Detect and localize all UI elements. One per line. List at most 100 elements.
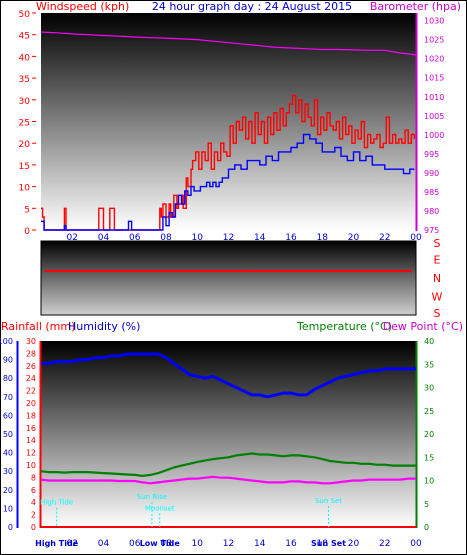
barometer-tick-label: 1005 [424, 112, 444, 121]
time-tick-label: 18 [317, 539, 329, 549]
time-tick-label: 06 [129, 539, 141, 549]
barometer-tick-label: 1000 [424, 131, 444, 140]
humidity-tick-label: 50 [3, 430, 13, 439]
bottom-label-sun-set: Sun Set [311, 539, 346, 548]
time-tick-label: 04 [98, 539, 110, 549]
series-line-dew-point [40, 475, 416, 485]
bottom-label-high-tide: High Tide [35, 539, 79, 548]
time-tick-label: 08 [160, 233, 172, 243]
rainfall-axis-title: Rainfall (mm) [1, 320, 75, 333]
annotation-high-tide: High Tide [40, 499, 73, 507]
rainfall-tick-label: 16 [26, 424, 36, 433]
humidity-axis-title: Humidity (%) [68, 320, 140, 333]
direction-label-w: W [432, 291, 443, 304]
barometer-tick-label: 985 [424, 188, 439, 197]
barometer-tick-label: 990 [424, 169, 439, 178]
temperature-tick-label: 35 [424, 360, 434, 369]
windspeed-tick-label: 45 [19, 32, 30, 42]
barometer-tick-label: 1010 [424, 93, 444, 102]
barometer-tick-label: 1030 [424, 17, 444, 26]
windspeed-tick-label: 30 [19, 97, 31, 107]
time-tick-label: 20 [348, 539, 360, 549]
series-line-humidity [41, 352, 416, 399]
rainfall-tick-label: 28 [26, 349, 36, 358]
rainfall-tick-label: 6 [31, 486, 36, 495]
time-tick-label: 02 [67, 233, 78, 243]
windspeed-tick-label: 40 [19, 53, 31, 63]
windspeed-tick-label: 20 [19, 140, 31, 150]
windspeed-tick-label: 10 [19, 184, 31, 194]
bottom-time-tick-labels: 02 04 06 08 10 12 14 16 18 20 22 00 [67, 539, 422, 549]
bottom-series-lines [40, 352, 416, 528]
temperature-tick-label: 40 [424, 337, 434, 346]
temperature-axis-title: Temperature (°C) [296, 320, 392, 333]
humidity-tick-label: 10 [3, 504, 13, 513]
humidity-tick-label: 40 [3, 449, 13, 458]
time-tick-label: 22 [379, 539, 390, 549]
humidity-tick-label: 80 [3, 374, 13, 383]
barometer-tick-label: 1015 [424, 74, 444, 83]
dewpoint-axis-title: Dew Point (°C) [383, 320, 463, 333]
barometer-tick-label: 1020 [424, 55, 444, 64]
temperature-tick-label: 25 [424, 407, 434, 416]
direction-label-s: S [434, 237, 441, 250]
barometer-tick-label: 975 [424, 226, 439, 235]
temp-humidity-chart: Rainfall (mm) Humidity (%) Temperature (… [0, 320, 463, 549]
series-line-temperature [40, 452, 416, 477]
time-tick-label: 10 [192, 539, 204, 549]
rainfall-tick-label: 22 [26, 387, 36, 396]
rainfall-tick-label: 26 [26, 362, 36, 371]
humidity-tick-label: 30 [3, 467, 13, 476]
humidity-tick-label: 90 [3, 356, 13, 365]
temperature-tick-label: 20 [424, 430, 434, 439]
time-tick-label: 00 [410, 539, 422, 549]
top-time-tick-labels: 02 04 06 08 10 12 14 16 18 20 22 00 [67, 233, 422, 243]
series-line-wind-gust [41, 94, 416, 231]
windspeed-tick-label: 0 [24, 227, 30, 237]
chart-title: 24 hour graph day : 24 August 2015 [152, 0, 352, 13]
time-tick-label: 18 [317, 233, 329, 243]
rainfall-tick-label: 24 [26, 374, 36, 383]
time-tick-label: 08 [160, 539, 172, 549]
annotation-moonset: Moonset [145, 504, 175, 512]
time-tick-label: 14 [254, 233, 266, 243]
direction-label-e: E [434, 254, 441, 267]
rainfall-tick-label: 30 [26, 337, 36, 346]
windspeed-tick-labels: 0 5 10 15 20 25 30 35 40 45 50 [19, 10, 36, 237]
time-tick-label: 02 [67, 539, 78, 549]
barometer-tick-label: 995 [424, 150, 439, 159]
windspeed-tick-label: 5 [24, 205, 30, 215]
temperature-tick-labels: 0 5 10 15 20 25 30 35 40 [424, 337, 434, 532]
barometer-tick-label: 980 [424, 207, 439, 216]
rainfall-tick-label: 8 [31, 473, 36, 482]
series-line-barometer [40, 31, 417, 56]
temperature-tick-label: 5 [424, 500, 429, 509]
annotation-sun-set: Sun Set [315, 497, 342, 505]
time-tick-label: 20 [348, 233, 360, 243]
rainfall-tick-label: 4 [31, 498, 36, 507]
top-plot-area [41, 13, 416, 230]
rainfall-tick-label: 2 [31, 511, 36, 520]
wind-barometer-chart: Windspeed (kph) 24 hour graph day : 24 A… [19, 0, 461, 243]
barometer-tick-labels: 975 980 985 990 995 1000 1005 1010 1015 1020 1025 1… [424, 17, 444, 235]
windspeed-axis-title: Windspeed (kph) [36, 0, 129, 13]
rainfall-tick-label: 20 [26, 399, 36, 408]
humidity-tick-label: 20 [3, 486, 13, 495]
rainfall-tick-label: 12 [26, 449, 36, 458]
windspeed-tick-label: 15 [19, 162, 30, 172]
rainfall-tick-label: 10 [26, 461, 36, 470]
bottom-plot-area [41, 341, 416, 527]
humidity-tick-label: 60 [3, 411, 13, 420]
rainfall-tick-label: 18 [26, 411, 36, 420]
top-series-lines [40, 31, 417, 231]
barometer-axis-title: Barometer (hpa) [370, 0, 461, 13]
humidity-tick-labels: 0 10 20 30 40 50 60 70 80 90 100 [0, 337, 13, 532]
windspeed-tick-label: 50 [19, 10, 31, 20]
direction-label-s: S [434, 307, 441, 320]
humidity-tick-label: 0 [8, 523, 13, 532]
time-tick-label: 00 [410, 233, 422, 243]
